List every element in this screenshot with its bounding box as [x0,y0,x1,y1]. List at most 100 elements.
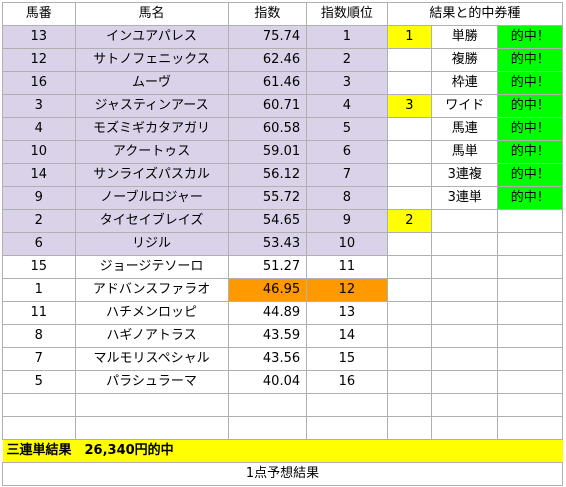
cell-bet-type[interactable]: 馬単 [430,140,499,164]
cell-index[interactable]: 60.58 [227,117,308,141]
cell-horse-number[interactable]: 11 [2,301,76,325]
cell-bet-type[interactable] [430,232,499,256]
cell-finish-position[interactable] [386,347,433,371]
cell-horse-name[interactable]: ジョージテソーロ [74,255,229,279]
cell-index[interactable]: 56.12 [227,163,308,187]
cell-horse-name[interactable]: サンライズパスカル [74,163,229,187]
empty-cell[interactable] [497,393,563,417]
cell-index[interactable]: 40.04 [227,370,308,394]
empty-cell[interactable] [430,416,499,440]
cell-horse-name[interactable]: モズミギカタアガリ [74,117,229,141]
cell-horse-name[interactable]: マルモリスペシャル [74,347,229,371]
empty-cell[interactable] [306,416,388,440]
cell-bet-type[interactable]: 3連単 [430,186,499,210]
cell-hit-status[interactable] [497,370,563,394]
cell-horse-number[interactable]: 6 [2,232,76,256]
cell-index[interactable]: 44.89 [227,301,308,325]
cell-index[interactable]: 43.59 [227,324,308,348]
cell-index[interactable]: 43.56 [227,347,308,371]
cell-horse-number[interactable]: 10 [2,140,76,164]
cell-index-rank[interactable]: 4 [306,94,388,118]
cell-horse-number[interactable]: 15 [2,255,76,279]
empty-cell[interactable] [74,416,229,440]
cell-horse-number[interactable]: 2 [2,209,76,233]
cell-index-rank[interactable]: 13 [306,301,388,325]
cell-finish-position[interactable] [386,255,433,279]
cell-index[interactable]: 53.43 [227,232,308,256]
empty-cell[interactable] [227,393,308,417]
cell-hit-status[interactable] [497,301,563,325]
cell-bet-type[interactable]: 枠連 [430,71,499,95]
cell-finish-position[interactable] [386,163,433,187]
empty-cell[interactable] [2,393,76,417]
empty-cell[interactable] [227,416,308,440]
cell-horse-name[interactable]: サトノフェニックス [74,48,229,72]
cell-horse-name[interactable]: アドバンスファラオ [74,278,229,302]
cell-hit-status[interactable] [497,232,563,256]
cell-horse-name[interactable]: ジャスティンアース [74,94,229,118]
cell-finish-position[interactable] [386,278,433,302]
cell-index-rank[interactable]: 1 [306,25,388,49]
cell-index-rank[interactable]: 6 [306,140,388,164]
cell-horse-number[interactable]: 1 [2,278,76,302]
cell-horse-name[interactable]: ハチメンロッピ [74,301,229,325]
cell-index-rank[interactable]: 14 [306,324,388,348]
cell-index-rank[interactable]: 5 [306,117,388,141]
cell-hit-status[interactable]: 的中！ [497,94,563,118]
cell-finish-position[interactable] [386,186,433,210]
cell-hit-status[interactable] [497,347,563,371]
cell-bet-type[interactable]: 複勝 [430,48,499,72]
cell-bet-type[interactable]: ワイド [430,94,499,118]
cell-finish-position[interactable] [386,324,433,348]
cell-horse-number[interactable]: 12 [2,48,76,72]
cell-horse-number[interactable]: 3 [2,94,76,118]
cell-hit-status[interactable]: 的中！ [497,25,563,49]
cell-finish-position[interactable] [386,71,433,95]
cell-finish-position[interactable] [386,370,433,394]
cell-horse-name[interactable]: パラシュラーマ [74,370,229,394]
cell-index[interactable]: 61.46 [227,71,308,95]
cell-hit-status[interactable]: 的中！ [497,163,563,187]
cell-bet-type[interactable] [430,209,499,233]
cell-index-rank[interactable]: 11 [306,255,388,279]
cell-horse-number[interactable]: 14 [2,163,76,187]
cell-hit-status[interactable] [497,209,563,233]
cell-index-rank[interactable]: 8 [306,186,388,210]
empty-cell[interactable] [430,393,499,417]
cell-finish-position[interactable] [386,140,433,164]
cell-horse-number[interactable]: 16 [2,71,76,95]
cell-bet-type[interactable]: 3連複 [430,163,499,187]
cell-hit-status[interactable] [497,278,563,302]
cell-finish-position[interactable] [386,232,433,256]
cell-index-rank[interactable]: 16 [306,370,388,394]
cell-hit-status[interactable] [497,324,563,348]
cell-hit-status[interactable]: 的中！ [497,140,563,164]
cell-horse-number[interactable]: 13 [2,25,76,49]
cell-bet-type[interactable] [430,278,499,302]
cell-bet-type[interactable]: 馬連 [430,117,499,141]
cell-index[interactable]: 60.71 [227,94,308,118]
cell-horse-name[interactable]: インユアパレス [74,25,229,49]
cell-hit-status[interactable]: 的中！ [497,117,563,141]
cell-hit-status[interactable]: 的中！ [497,71,563,95]
cell-hit-status[interactable] [497,255,563,279]
cell-index-rank[interactable]: 2 [306,48,388,72]
empty-cell[interactable] [74,393,229,417]
cell-horse-name[interactable]: ムーヴ [74,71,229,95]
cell-bet-type[interactable] [430,324,499,348]
cell-hit-status[interactable]: 的中！ [497,186,563,210]
cell-index[interactable]: 75.74 [227,25,308,49]
empty-cell[interactable] [306,393,388,417]
cell-index-rank[interactable]: 15 [306,347,388,371]
empty-cell[interactable] [386,416,433,440]
empty-cell[interactable] [497,416,563,440]
cell-horse-name[interactable]: アクートゥス [74,140,229,164]
cell-horse-number[interactable]: 9 [2,186,76,210]
cell-index[interactable]: 54.65 [227,209,308,233]
cell-bet-type[interactable] [430,301,499,325]
cell-horse-name[interactable]: タイセイブレイズ [74,209,229,233]
cell-index-rank[interactable]: 12 [306,278,388,302]
cell-bet-type[interactable] [430,347,499,371]
cell-finish-position[interactable]: 1 [386,25,433,49]
cell-bet-type[interactable]: 単勝 [430,25,499,49]
